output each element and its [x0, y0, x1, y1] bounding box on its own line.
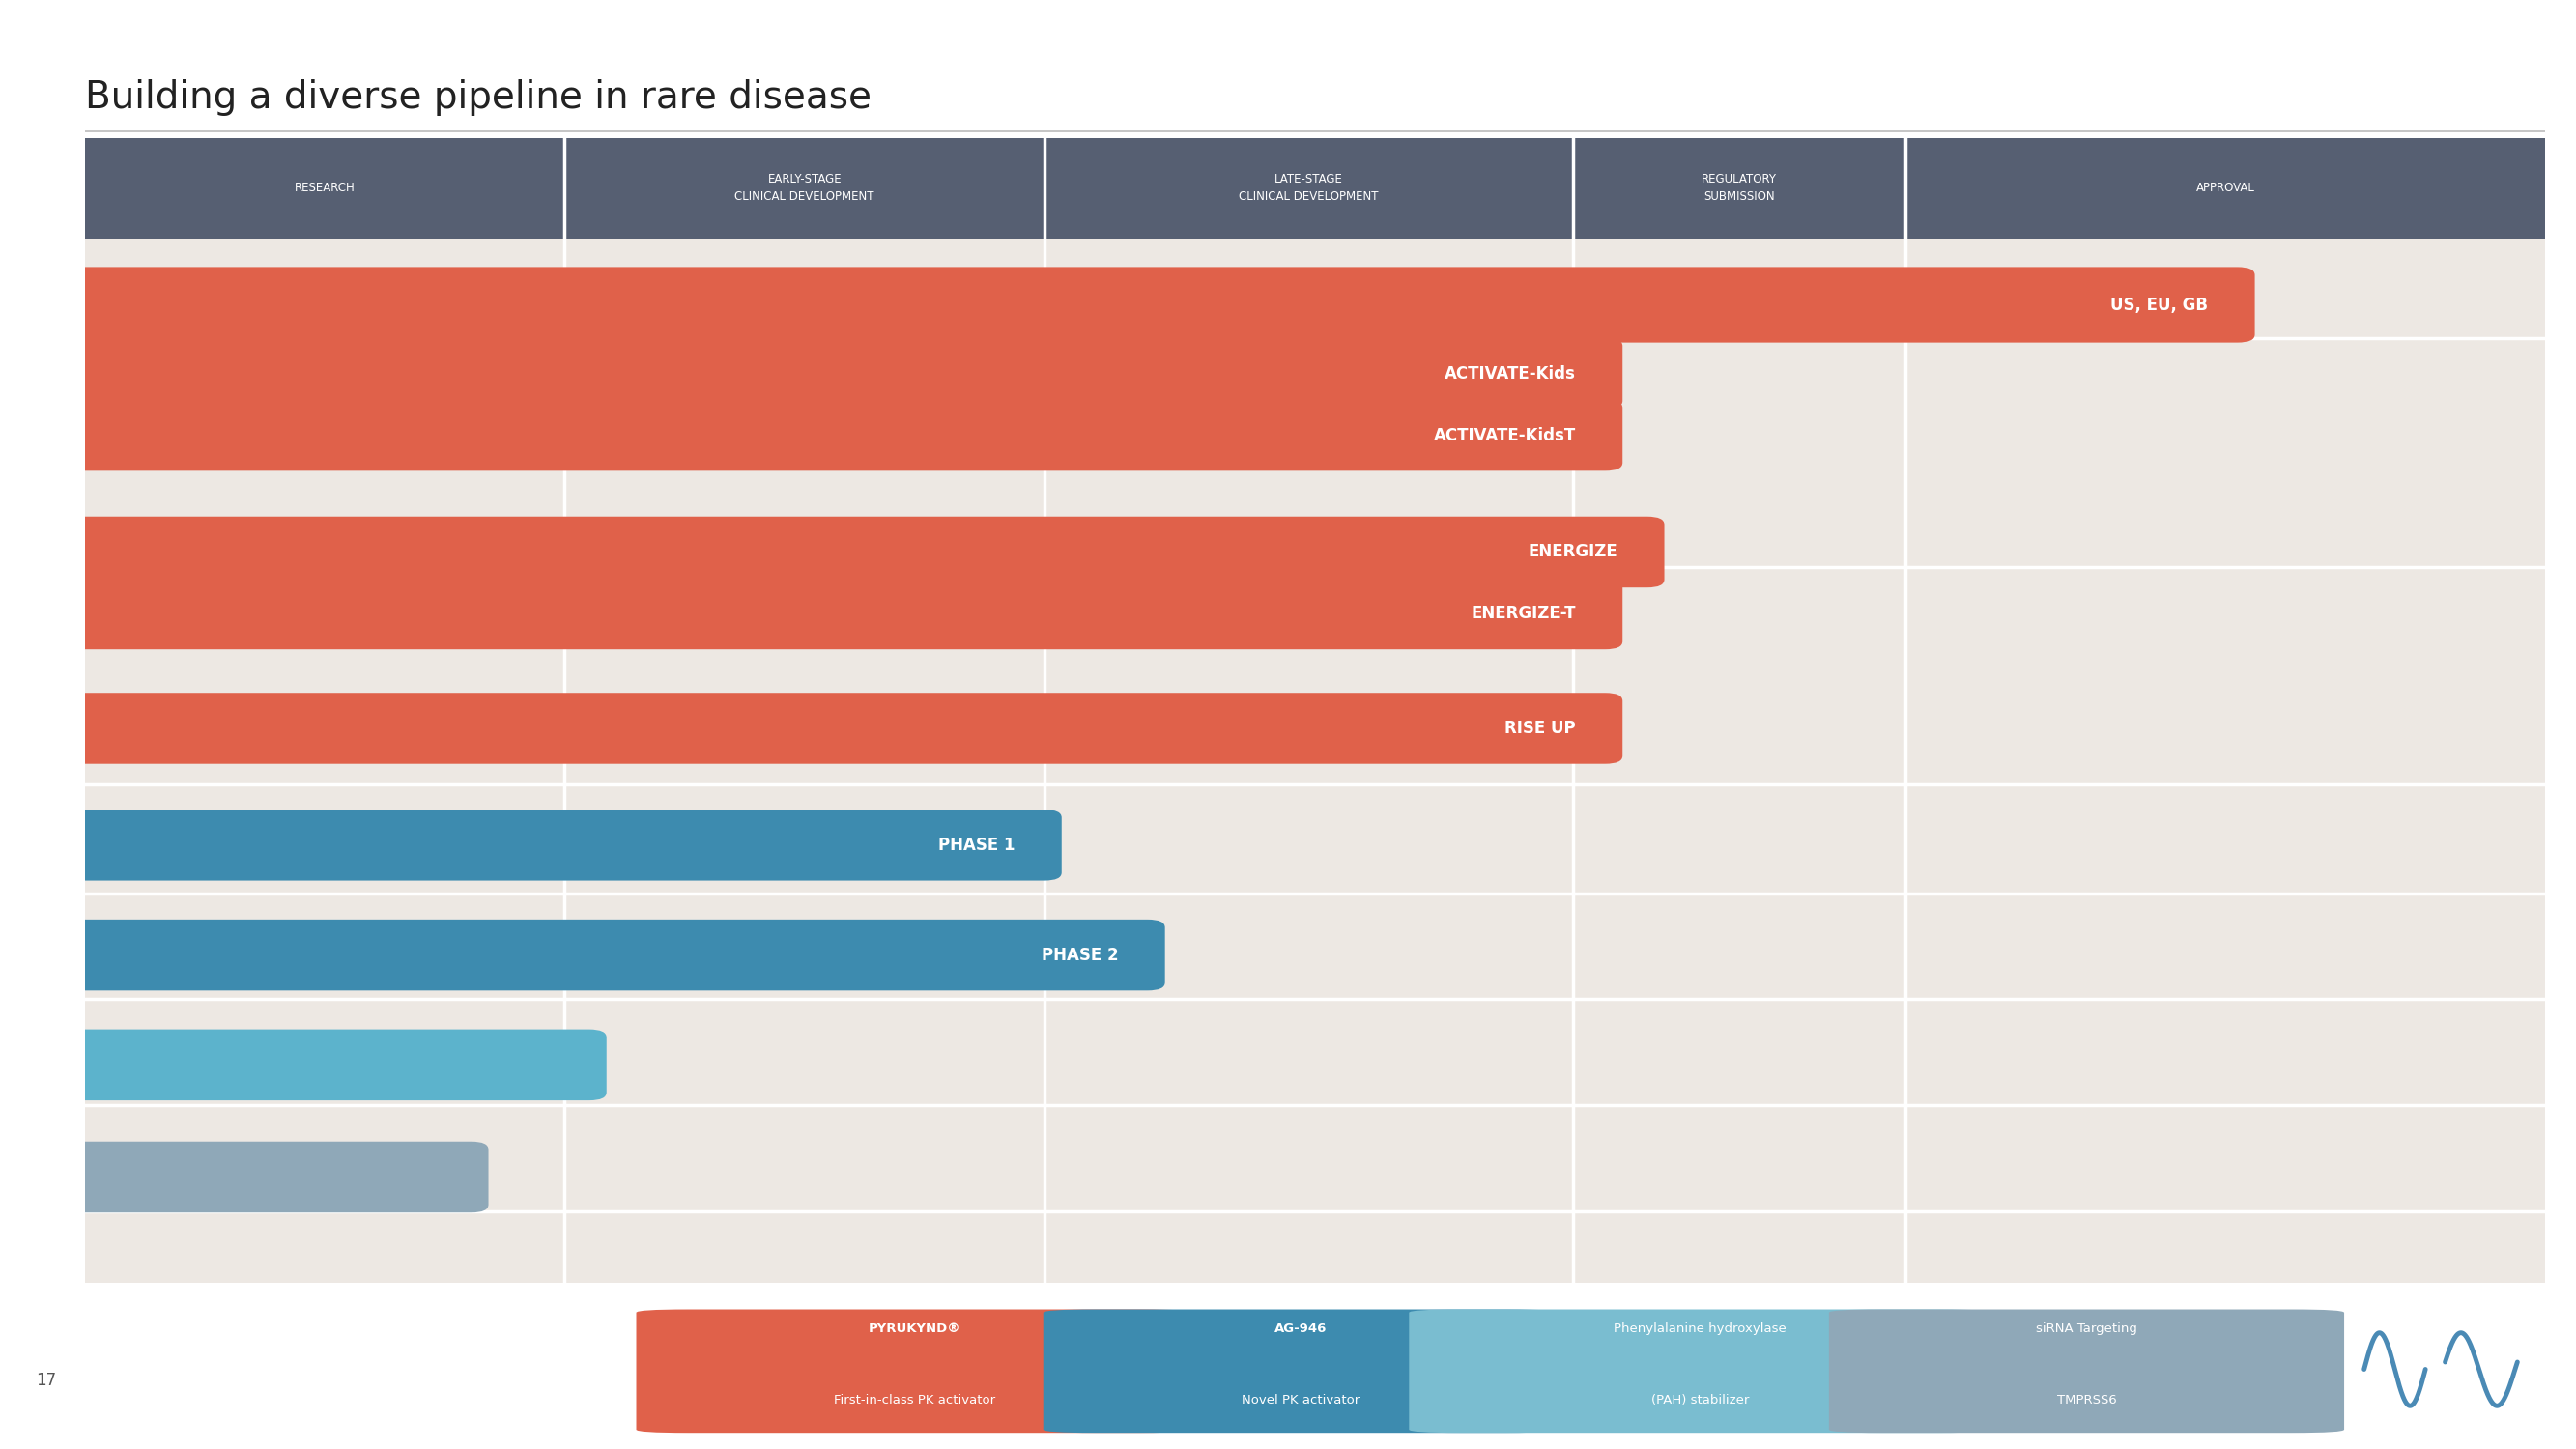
Text: Polycythemia Vera (PV): Polycythemia Vera (PV): [111, 1152, 265, 1165]
Text: Pyruvate Kinase Deficiency: Pyruvate Kinase Deficiency: [111, 277, 294, 291]
FancyBboxPatch shape: [1829, 1310, 2344, 1433]
Text: TMPRSS6: TMPRSS6: [2056, 1394, 2117, 1407]
FancyBboxPatch shape: [1409, 1310, 1991, 1433]
FancyBboxPatch shape: [67, 1142, 489, 1213]
Text: AG-946: AG-946: [1275, 1323, 1327, 1335]
Text: RISE UP: RISE UP: [1504, 720, 1577, 738]
FancyBboxPatch shape: [67, 810, 1061, 881]
Text: ACTIVATE-Kids: ACTIVATE-Kids: [1445, 365, 1577, 383]
Text: EARLY-STAGE
CLINICAL DEVELOPMENT: EARLY-STAGE CLINICAL DEVELOPMENT: [734, 172, 873, 203]
FancyBboxPatch shape: [636, 1310, 1193, 1433]
Text: Building a diverse pipeline in rare disease: Building a diverse pipeline in rare dise…: [85, 80, 871, 116]
FancyBboxPatch shape: [564, 138, 1043, 239]
Text: US, EU, GB: US, EU, GB: [2110, 296, 2208, 313]
FancyBboxPatch shape: [67, 400, 1623, 471]
Text: RESEARCH: RESEARCH: [294, 181, 355, 194]
Text: PHASE 1: PHASE 1: [938, 836, 1015, 853]
Text: Phenylalanine hydroxylase: Phenylalanine hydroxylase: [1613, 1323, 1788, 1335]
FancyBboxPatch shape: [67, 338, 1623, 409]
FancyBboxPatch shape: [67, 578, 1623, 649]
FancyBboxPatch shape: [85, 138, 2545, 1282]
Text: Novel PK activator: Novel PK activator: [1242, 1394, 1360, 1407]
FancyBboxPatch shape: [67, 516, 1664, 587]
Text: Phenylketonuria (PKU): Phenylketonuria (PKU): [111, 1043, 260, 1056]
Text: APPROVAL: APPROVAL: [2195, 181, 2254, 194]
FancyBboxPatch shape: [1906, 138, 2545, 239]
FancyBboxPatch shape: [67, 920, 1164, 991]
Text: ENERGIZE: ENERGIZE: [1528, 543, 1618, 561]
FancyBboxPatch shape: [85, 138, 564, 239]
FancyBboxPatch shape: [67, 267, 2254, 342]
Text: ACTIVATE-KidsT: ACTIVATE-KidsT: [1432, 426, 1577, 443]
Text: Healthy Volunteers / Sickle Cell Disease: Healthy Volunteers / Sickle Cell Disease: [111, 826, 376, 839]
FancyBboxPatch shape: [1574, 138, 1906, 239]
Text: REGULATORY
SUBMISSION: REGULATORY SUBMISSION: [1703, 172, 1777, 203]
Text: PYRUKYND®: PYRUKYND®: [868, 1323, 961, 1335]
Text: Sickle Cell Disease: Sickle Cell Disease: [111, 694, 234, 707]
Text: LATE-STAGE
CLINICAL DEVELOPMENT: LATE-STAGE CLINICAL DEVELOPMENT: [1239, 172, 1378, 203]
FancyBboxPatch shape: [1043, 1310, 1558, 1433]
FancyBboxPatch shape: [67, 1029, 605, 1100]
Text: siRNA Targeting: siRNA Targeting: [2035, 1323, 2138, 1335]
Text: Myelodysplastic Syndrome (MDS): Myelodysplastic Syndrome (MDS): [111, 935, 335, 948]
FancyBboxPatch shape: [1043, 138, 1574, 239]
Text: (PAH) stabilizer: (PAH) stabilizer: [1651, 1394, 1749, 1407]
FancyBboxPatch shape: [67, 693, 1623, 764]
Text: PHASE 2: PHASE 2: [1041, 946, 1118, 964]
Text: 17: 17: [36, 1372, 57, 1390]
Text: α- and β-Thalassemia: α- and β-Thalassemia: [111, 520, 252, 533]
Text: ENERGIZE-T: ENERGIZE-T: [1471, 606, 1577, 623]
Text: First-in-class PK activator: First-in-class PK activator: [835, 1394, 994, 1407]
